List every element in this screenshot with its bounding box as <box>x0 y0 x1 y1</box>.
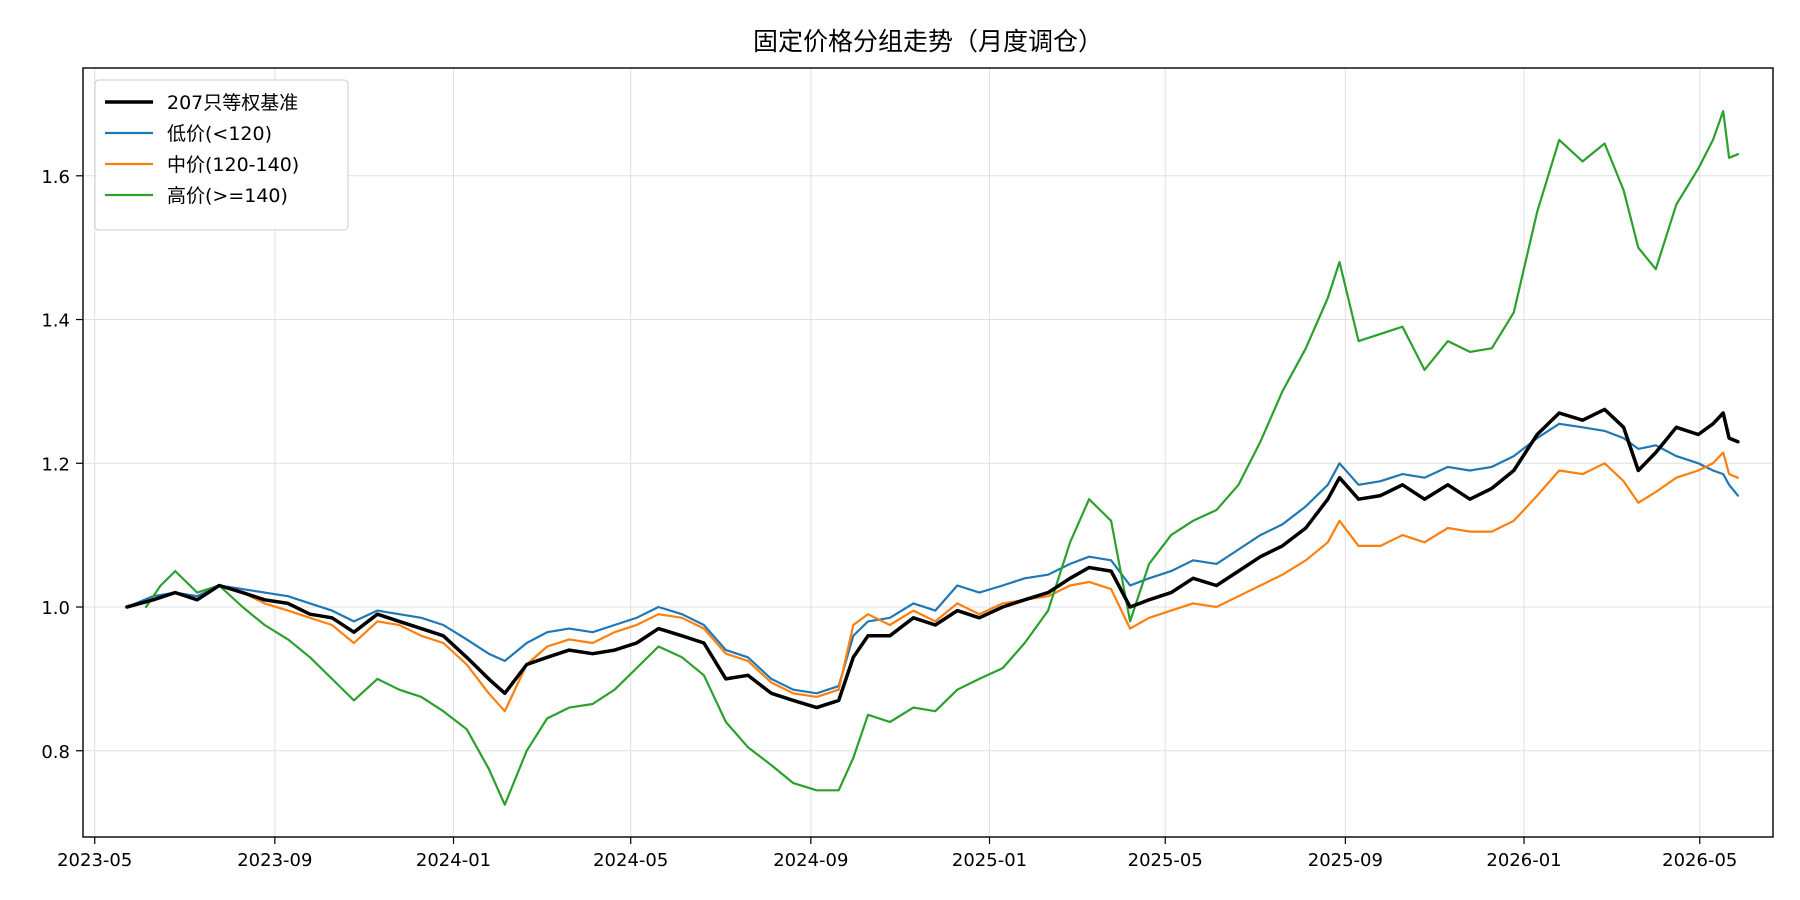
y-tick-label: 1.0 <box>41 598 70 619</box>
chart-title: 固定价格分组走势（月度调仓） <box>753 27 1103 56</box>
x-tick-label: 2024-05 <box>593 850 668 871</box>
plot-frame <box>82 67 1774 838</box>
legend-label: 207只等权基准 <box>167 92 298 114</box>
y-tick-label: 1.6 <box>41 167 70 188</box>
series-line-3 <box>144 110 1739 806</box>
legend-label: 高价(>=140) <box>167 185 288 207</box>
series-line-1 <box>125 422 1739 695</box>
y-tick-label: 0.8 <box>41 742 70 763</box>
x-tick-label: 2023-09 <box>237 850 312 871</box>
x-tick-label: 2025-09 <box>1308 850 1383 871</box>
x-tick-label: 2025-01 <box>952 850 1027 871</box>
legend-label: 中价(120-140) <box>167 154 299 176</box>
grid-layer <box>83 68 1773 837</box>
x-tick-label: 2024-09 <box>773 850 848 871</box>
legend-box <box>94 79 349 231</box>
legend-label: 低价(<120) <box>167 123 272 145</box>
x-tick-label: 2024-01 <box>416 850 491 871</box>
y-tick-label: 1.2 <box>41 454 70 475</box>
x-tick-label: 2026-01 <box>1486 850 1561 871</box>
series-line-0 <box>125 407 1740 710</box>
series-line-2 <box>125 451 1739 713</box>
x-tick-label: 2023-05 <box>57 850 132 871</box>
x-tick-label: 2026-05 <box>1662 850 1737 871</box>
y-tick-label: 1.4 <box>41 311 70 332</box>
tick-layer: 2023-05 2023-09 2024-01 2024-05 2024-09 2025-… <box>41 167 1737 871</box>
x-tick-label: 2025-05 <box>1128 850 1203 871</box>
series-layer <box>125 110 1740 806</box>
